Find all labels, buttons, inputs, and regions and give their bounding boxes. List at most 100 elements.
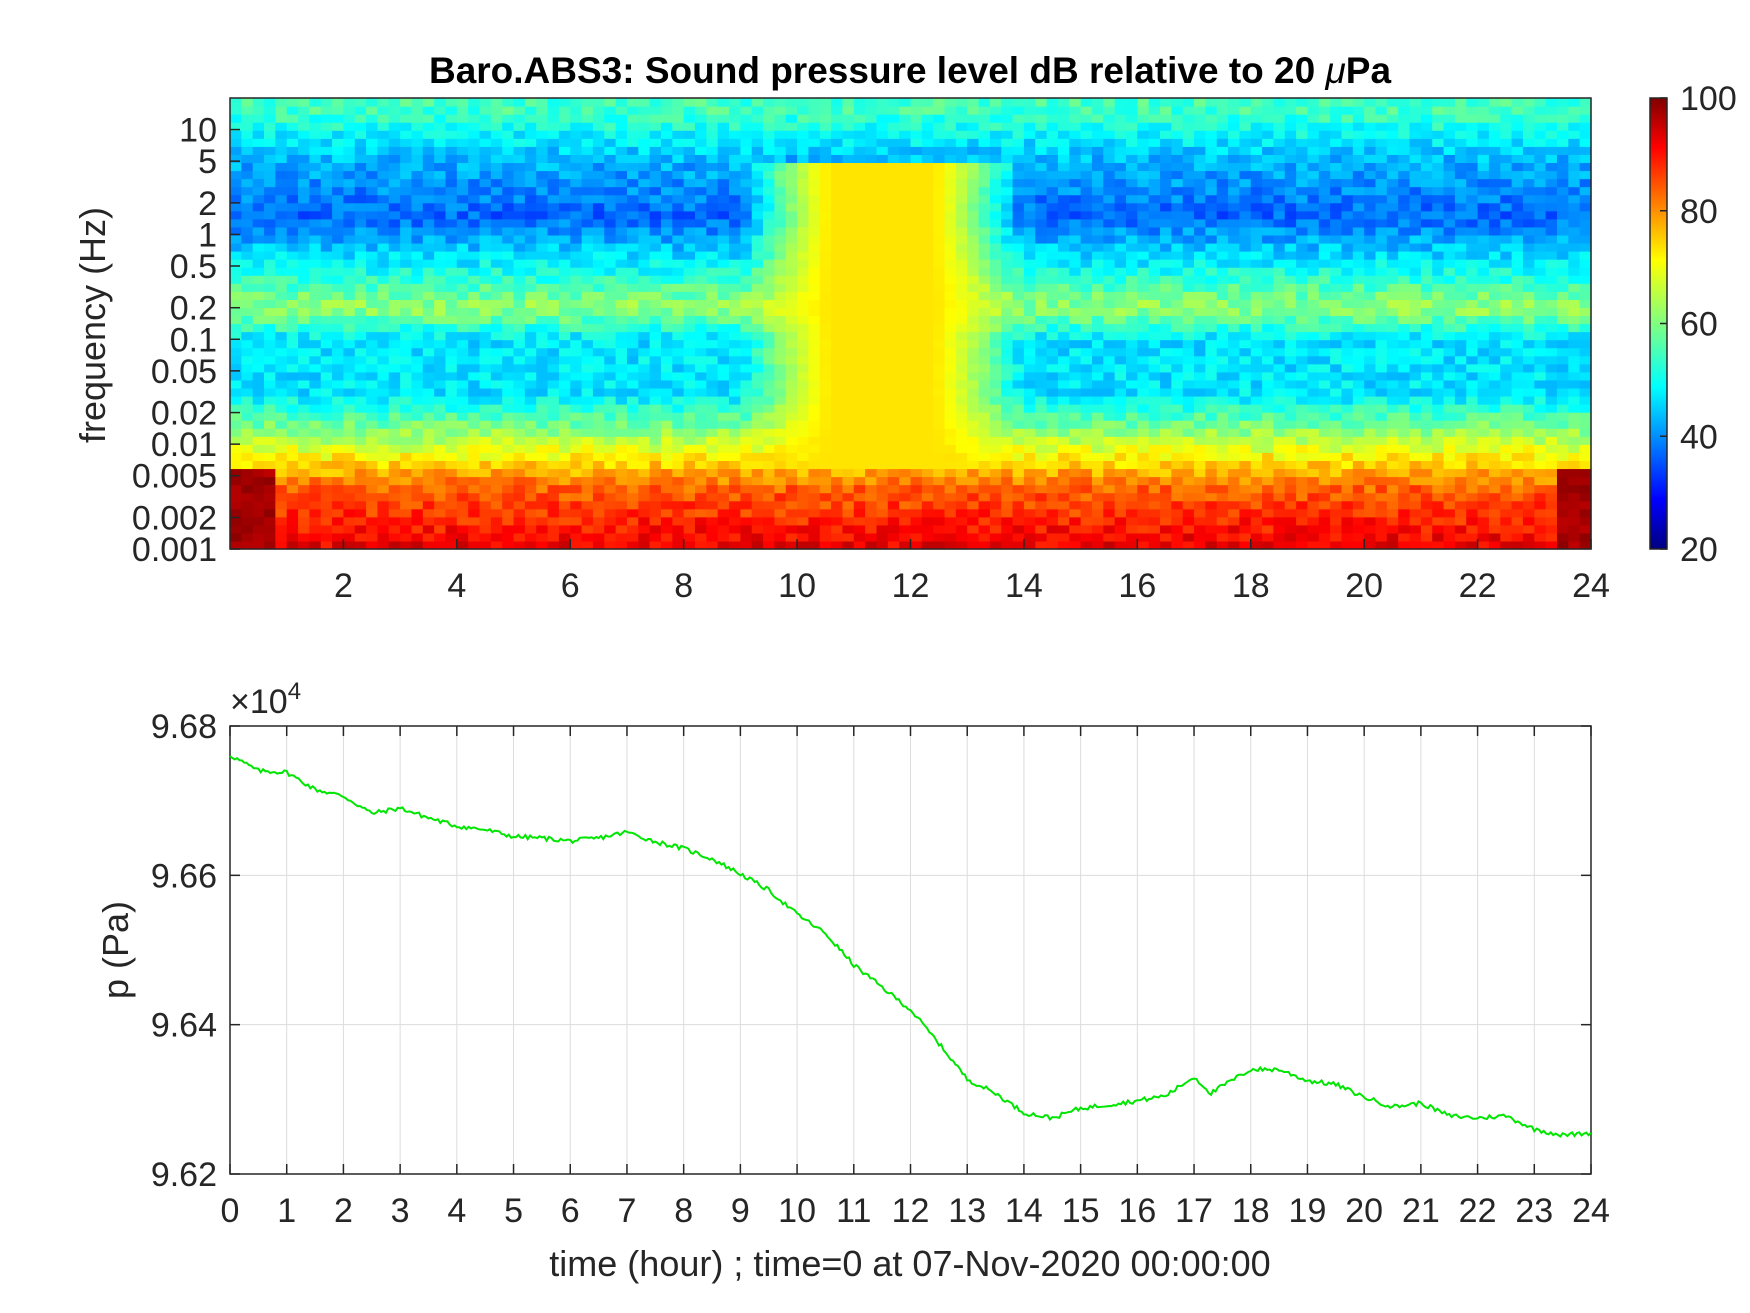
heatmap-cell xyxy=(887,226,900,236)
heatmap-cell xyxy=(842,492,855,502)
heatmap-cell xyxy=(1171,146,1184,155)
heatmap-cell xyxy=(797,259,810,268)
heatmap-cell xyxy=(547,460,560,470)
heatmap-cell xyxy=(865,387,878,397)
heatmap-cell xyxy=(434,315,447,325)
heatmap-cell xyxy=(1114,146,1127,155)
heatmap-cell xyxy=(1057,186,1070,196)
heatmap-cell xyxy=(1012,186,1025,196)
heatmap-cell xyxy=(264,170,276,180)
heatmap-cell xyxy=(547,154,560,164)
heatmap-cell xyxy=(298,114,310,123)
heatmap-cell xyxy=(377,395,390,405)
heatmap-cell xyxy=(967,476,980,486)
heatmap-cell xyxy=(1205,371,1218,381)
heatmap-cell xyxy=(388,428,401,437)
heatmap-cell xyxy=(1171,138,1184,147)
heatmap-cell xyxy=(1091,363,1104,373)
heatmap-cell xyxy=(797,371,810,381)
heatmap-cell xyxy=(660,122,673,131)
heatmap-cell xyxy=(332,387,345,397)
heatmap-cell xyxy=(763,355,775,365)
heatmap-cell xyxy=(978,323,991,333)
heatmap-cell xyxy=(298,500,310,510)
heatmap-cell xyxy=(729,420,741,429)
heatmap-cell xyxy=(729,114,741,123)
heatmap-cell xyxy=(1148,218,1161,228)
heatmap-cell xyxy=(1114,138,1127,147)
heatmap-cell xyxy=(400,259,413,268)
heatmap-cell xyxy=(660,194,673,204)
heatmap-cell xyxy=(1080,412,1093,421)
heatmap-cell xyxy=(853,162,866,172)
heatmap-cell xyxy=(581,315,594,325)
heatmap-cell xyxy=(989,395,1002,405)
heatmap-cell xyxy=(876,186,889,196)
heatmap-cell xyxy=(910,106,923,115)
heatmap-cell xyxy=(1194,331,1206,341)
heatmap-cell xyxy=(434,508,447,518)
heatmap-cell xyxy=(275,460,288,470)
heatmap-cell xyxy=(241,540,254,550)
heatmap-cell xyxy=(343,178,356,188)
heatmap-cell xyxy=(275,508,288,518)
heatmap-cell xyxy=(558,251,571,260)
heatmap-cell xyxy=(819,178,832,188)
heatmap-cell xyxy=(921,460,934,470)
heatmap-cell xyxy=(740,186,753,196)
heatmap-cell xyxy=(592,218,605,228)
heatmap-cell xyxy=(751,516,764,526)
heatmap-cell xyxy=(1125,363,1138,373)
heatmap-cell xyxy=(490,452,503,462)
heatmap-cell xyxy=(978,114,991,123)
heatmap-cell xyxy=(377,412,390,421)
heatmap-cell xyxy=(1023,331,1036,341)
heatmap-cell xyxy=(978,371,991,381)
heatmap-cell xyxy=(865,395,878,405)
heatmap-cell xyxy=(989,492,1002,502)
heatmap-cell xyxy=(763,202,775,212)
heatmap-cell xyxy=(1035,387,1048,397)
heatmap-cell xyxy=(1103,428,1116,437)
heatmap-cell xyxy=(672,412,685,421)
heatmap-cell xyxy=(1057,178,1070,188)
heatmap-cell xyxy=(411,404,424,413)
heatmap-cell xyxy=(298,138,310,147)
heatmap-cell xyxy=(751,291,764,300)
heatmap-cell xyxy=(1171,106,1184,115)
heatmap-cell xyxy=(241,379,254,389)
heatmap-cell xyxy=(298,154,310,164)
heatmap-cell xyxy=(717,194,730,204)
heatmap-cell xyxy=(615,226,628,236)
heatmap-cell xyxy=(1137,460,1150,470)
heatmap-cell xyxy=(468,186,481,196)
heatmap-cell xyxy=(332,468,345,478)
heatmap-cell xyxy=(547,428,560,437)
heatmap-cell xyxy=(1171,379,1184,389)
heatmap-cell xyxy=(1125,452,1138,462)
heatmap-cell xyxy=(1205,492,1218,502)
heatmap-cell xyxy=(400,540,413,550)
heatmap-cell xyxy=(626,516,639,526)
heatmap-cell xyxy=(558,428,571,437)
heatmap-cell xyxy=(842,500,855,510)
heatmap-cell xyxy=(1228,170,1241,180)
heatmap-cell xyxy=(763,420,775,429)
heatmap-cell xyxy=(388,532,401,542)
heatmap-cell xyxy=(1046,524,1059,534)
heatmap-cell xyxy=(490,299,503,308)
heatmap-cell xyxy=(230,532,242,542)
heatmap-cell xyxy=(706,226,719,236)
heatmap-cell xyxy=(434,540,447,550)
heatmap-cell xyxy=(899,307,912,317)
heatmap-cell xyxy=(1012,226,1025,236)
heatmap-cell xyxy=(989,210,1002,220)
heatmap-cell xyxy=(717,404,730,413)
heatmap-cell xyxy=(1091,154,1104,164)
heatmap-cell xyxy=(1114,323,1127,333)
heatmap-cell xyxy=(230,130,242,139)
heatmap-cell xyxy=(592,259,605,268)
heatmap-cell xyxy=(1001,307,1014,317)
heatmap-cell xyxy=(615,460,628,470)
heatmap-cell xyxy=(536,202,549,212)
